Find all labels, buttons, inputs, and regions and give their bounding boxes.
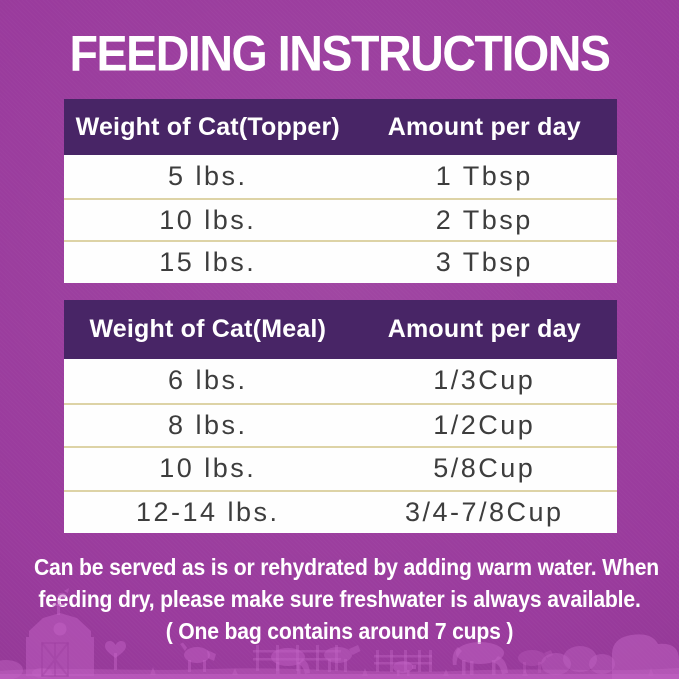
amount-cell: 5/8Cup (433, 453, 536, 484)
meal-table-header: Weight of Cat(Meal) Amount per day (64, 300, 617, 359)
serving-note-line: ( One bag contains around 7 cups ) (165, 618, 514, 644)
topper-weight-column-header: Weight of Cat(Topper) (75, 112, 340, 141)
topper-feeding-table: Weight of Cat(Topper) Amount per day 5 l… (64, 99, 617, 284)
table-row: 15 lbs. 3 Tbsp (64, 240, 617, 283)
amount-cell: 1/2Cup (433, 409, 536, 440)
table-row: 6 lbs. 1/3Cup (64, 359, 617, 403)
cow-silhouette (324, 645, 361, 672)
weight-cell: 10 lbs. (159, 453, 257, 484)
amount-cell: 3/4-7/8Cup (404, 496, 564, 527)
weight-cell: 5 lbs. (168, 160, 248, 191)
meal-weight-column-header: Weight of Cat(Meal) (89, 315, 327, 343)
table-row: 8 lbs. 1/2Cup (64, 402, 617, 447)
weight-cell: 10 lbs. (159, 204, 257, 235)
meal-amount-column-header: Amount per day (387, 315, 581, 343)
topper-table-header: Weight of Cat(Topper) Amount per day (64, 99, 617, 155)
serving-note-line: Can be served as is or rehydrated by add… (33, 554, 660, 580)
horse-silhouette (518, 650, 553, 673)
table-row: 10 lbs. 2 Tbsp (64, 197, 617, 241)
weight-cell: 12-14 lbs. (135, 496, 280, 527)
amount-cell: 2 Tbsp (435, 204, 533, 235)
amount-cell: 3 Tbsp (435, 247, 533, 278)
page-title: FEEDING INSTRUCTIONS (69, 26, 611, 83)
table-row: 12-14 lbs. 3/4-7/8Cup (64, 489, 617, 534)
serving-note: Can be served as is or rehydrated by add… (33, 551, 660, 647)
fence (374, 650, 432, 672)
meal-feeding-table: Weight of Cat(Meal) Amount per day 6 lbs… (64, 300, 617, 533)
weight-cell: 6 lbs. (168, 365, 248, 396)
bush-silhouette (541, 646, 615, 675)
serving-note-line: feeding dry, please make sure freshwater… (38, 586, 641, 612)
pig-silhouette (393, 661, 416, 676)
amount-cell: 1/3Cup (433, 365, 536, 396)
weight-cell: 8 lbs. (168, 409, 248, 440)
topper-amount-column-header: Amount per day (387, 112, 581, 141)
table-row: 10 lbs. 5/8Cup (64, 446, 617, 490)
cow-silhouette (271, 648, 310, 674)
amount-cell: 1 Tbsp (435, 160, 533, 191)
weight-cell: 15 lbs. (159, 247, 257, 278)
fence (253, 645, 341, 671)
grass-tufts (150, 667, 654, 676)
table-row: 5 lbs. 1 Tbsp (64, 155, 617, 198)
